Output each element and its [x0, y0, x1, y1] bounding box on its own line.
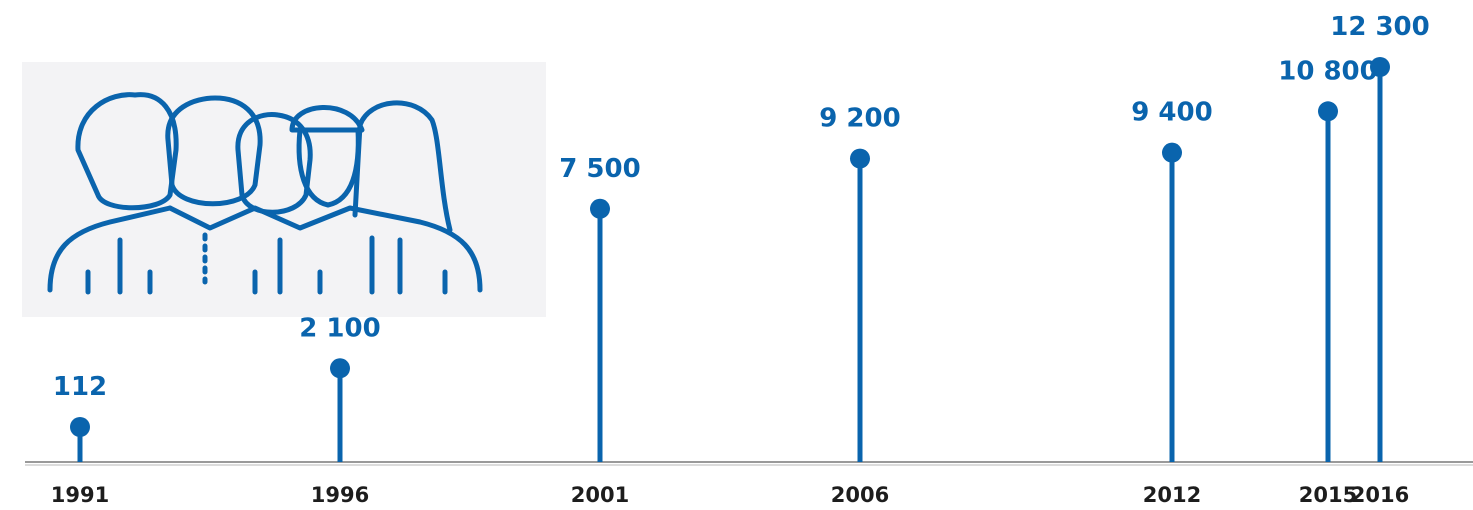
year-label-1996: 1996 [311, 483, 369, 507]
team-of-people-icon [47, 92, 483, 295]
data-point-1996 [330, 358, 350, 379]
value-label-2006: 9 200 [819, 104, 900, 134]
year-label-2016: 2016 [1351, 483, 1409, 507]
data-point-1991 [70, 417, 90, 437]
lollipop-marks: 112 1991 2 100 1996 7 500 2001 9 200 2006 9 400 2… [51, 12, 1430, 507]
illustration-background [22, 62, 546, 317]
value-label-2001: 7 500 [559, 154, 640, 184]
data-point-2016 [1370, 57, 1390, 77]
team-illustration [22, 62, 546, 317]
year-label-2006: 2006 [831, 483, 889, 507]
value-label-2015: 10 800 [1278, 56, 1378, 86]
year-label-2001: 2001 [571, 483, 629, 507]
data-point-2015 [1318, 101, 1338, 122]
year-label-2012: 2012 [1143, 483, 1201, 507]
data-point-2006 [850, 148, 870, 169]
value-label-1991: 112 [53, 372, 107, 402]
year-label-1991: 1991 [51, 483, 109, 507]
value-label-1996: 2 100 [299, 313, 380, 343]
year-label-2015: 2015 [1299, 483, 1357, 507]
value-label-2012: 9 400 [1131, 98, 1212, 128]
value-label-2016: 12 300 [1330, 12, 1430, 42]
data-point-2001 [590, 198, 610, 219]
data-point-2012 [1162, 142, 1182, 163]
